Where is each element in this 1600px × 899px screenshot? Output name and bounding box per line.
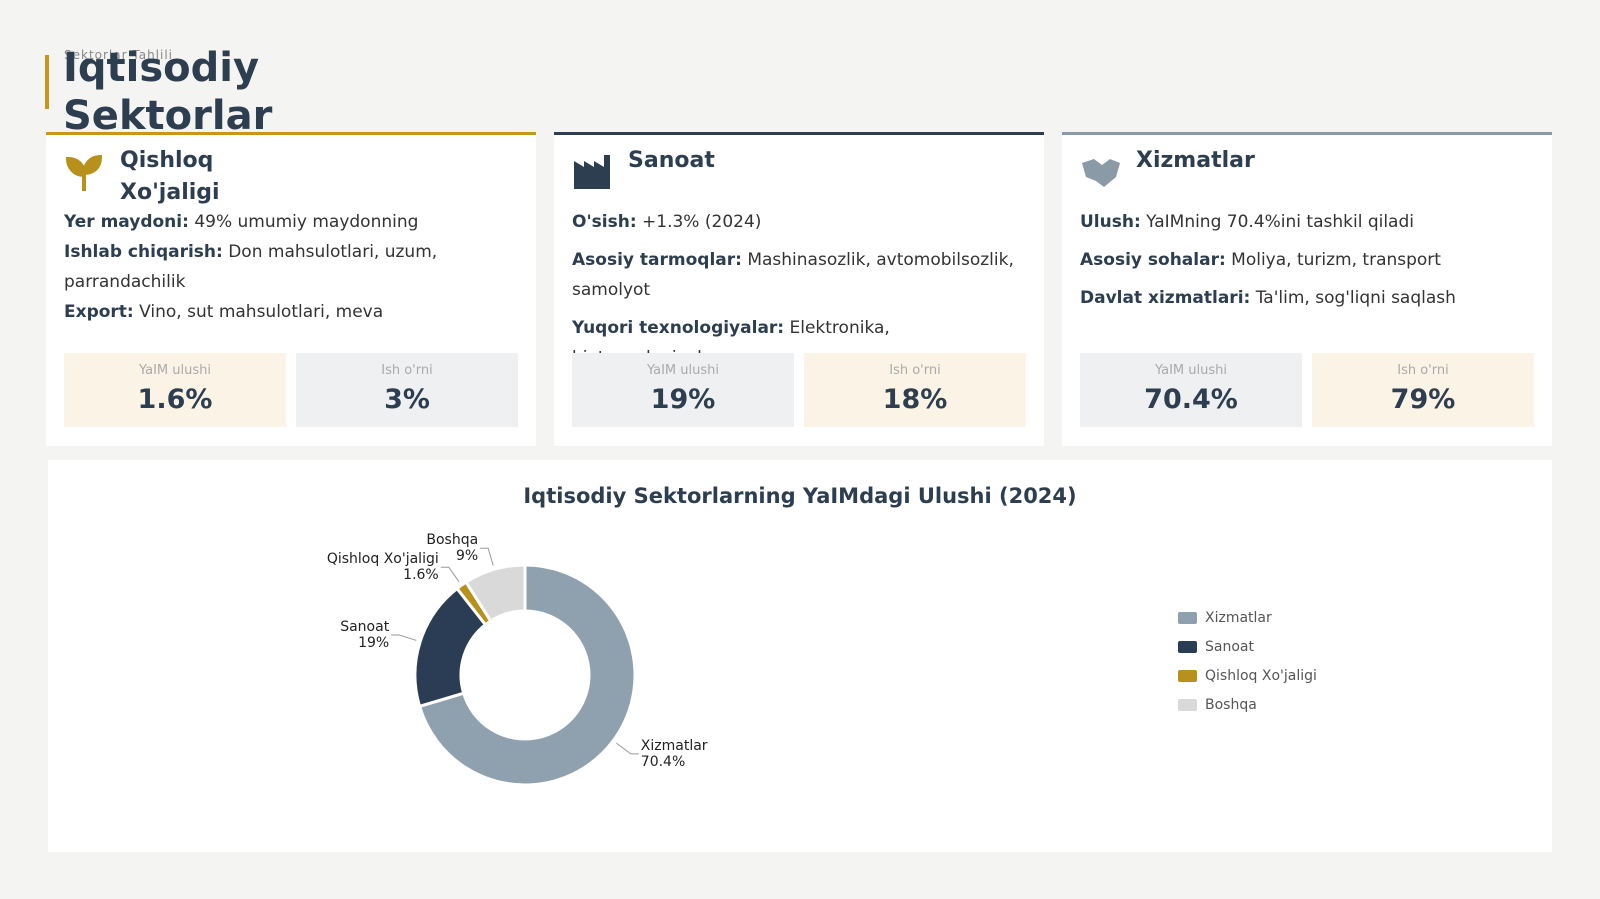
stat-box: Ish o'rni 18%	[804, 353, 1026, 427]
slice-label: Sanoat	[340, 619, 389, 635]
card-lines: O'sish: +1.3% (2024) Asosiy tarmoqlar: Ma…	[572, 207, 1032, 373]
chart-panel: Iqtisodiy Sektorlarning YaIMdagi Ulushi …	[48, 460, 1552, 852]
stat-box: Ish o'rni 79%	[1312, 353, 1534, 427]
legend-swatch	[1178, 641, 1197, 653]
info-label: Export:	[64, 302, 134, 322]
sector-icon	[1080, 151, 1122, 197]
stat-box: YaIM ulushi 1.6%	[64, 353, 286, 427]
info-text: +1.3% (2024)	[642, 212, 762, 232]
stat-label: YaIM ulushi	[138, 363, 211, 378]
info-line: Asosiy sohalar: Moliya, turizm, transpor…	[1080, 245, 1540, 275]
card-lines: Yer maydoni: 49% umumiy maydonning Ishlab…	[64, 207, 524, 327]
info-line: Davlat xizmatlari: Ta'lim, sog'liqni saq…	[1080, 283, 1540, 313]
stat-value: 70.4%	[1144, 384, 1238, 415]
info-label: O'sish:	[572, 212, 637, 232]
card-title: Xizmatlar	[1136, 148, 1255, 173]
sector-card: Sanoat O'sish: +1.3% (2024) Asosiy tarmoql…	[554, 132, 1044, 446]
chart-title: Iqtisodiy Sektorlarning YaIMdagi Ulushi …	[523, 484, 1076, 508]
kicker: Sektorlar Tahlili	[64, 48, 174, 62]
accent-bar	[45, 55, 49, 109]
info-text: YaIMning 70.4%ini tashkil qiladi	[1146, 212, 1414, 232]
card-title: Sanoat	[628, 148, 715, 173]
info-text: Don mahsulotlari, uzum, parrandachilik	[64, 242, 438, 292]
card-title: Qishloq Xo'jaligi	[120, 148, 220, 205]
leader-line	[616, 742, 639, 755]
legend-label: Boshqa	[1205, 697, 1257, 713]
info-label: Yer maydoni:	[64, 212, 189, 232]
info-label: Ulush:	[1080, 212, 1141, 232]
stat-label: Ish o'rni	[381, 363, 433, 378]
sector-card: Xizmatlar Ulush: YaIMning 70.4%ini tashki…	[1062, 132, 1552, 446]
info-label: Asosiy sohalar:	[1080, 250, 1226, 270]
stat-value: 18%	[882, 384, 948, 415]
info-line: O'sish: +1.3% (2024)	[572, 207, 1032, 237]
donut-slice	[417, 563, 637, 787]
legend-label: Sanoat	[1205, 639, 1254, 655]
icon	[574, 155, 610, 189]
stat-label: Ish o'rni	[1397, 363, 1449, 378]
info-line: Ulush: YaIMning 70.4%ini tashkil qiladi	[1080, 207, 1540, 237]
leader-line	[480, 547, 494, 566]
slice-label: Boshqa	[426, 532, 478, 548]
info-line: Export: Vino, sut mahsulotlari, meva	[64, 297, 524, 327]
stat-label: Ish o'rni	[889, 363, 941, 378]
stat-label: YaIM ulushi	[1154, 363, 1227, 378]
chart: Iqtisodiy Sektorlarning YaIMdagi Ulushi …	[327, 484, 1317, 787]
info-text: Ta'lim, sog'liqni saqlash	[1255, 288, 1456, 308]
info-text: Mashinasozlik, avtomobilsozlik, samolyot	[572, 250, 1014, 300]
stat-box: Ish o'rni 3%	[296, 353, 518, 427]
stat-value: 19%	[650, 384, 716, 415]
icon	[65, 154, 103, 191]
legend-swatch	[1178, 670, 1197, 682]
sector-icon	[572, 151, 614, 197]
legend-swatch	[1178, 612, 1197, 624]
legend-swatch	[1178, 699, 1197, 711]
card-lines: Ulush: YaIMning 70.4%ini tashkil qiladi A…	[1080, 207, 1540, 313]
leader-line	[391, 634, 417, 641]
donut-slice	[463, 563, 527, 624]
slice-label: Xizmatlar	[641, 738, 708, 754]
page-title: Iqtisodiy Sektorlar	[63, 45, 273, 139]
stat-value: 3%	[384, 384, 430, 415]
info-text: Moliya, turizm, transport	[1231, 250, 1441, 270]
leader-line	[440, 566, 460, 583]
slice-value: 9%	[456, 548, 478, 564]
info-line: Ishlab chiqarish: Don mahsulotlari, uzum…	[64, 237, 524, 297]
info-line: Yer maydoni: 49% umumiy maydonning	[64, 207, 524, 237]
info-label: Yuqori texnologiyalar:	[572, 318, 785, 338]
stat-label: YaIM ulushi	[646, 363, 719, 378]
stat-box: YaIM ulushi 19%	[572, 353, 794, 427]
slice-value: 19%	[358, 635, 389, 651]
info-label: Ishlab chiqarish:	[64, 242, 223, 262]
info-line: Asosiy tarmoqlar: Mashinasozlik, avtomob…	[572, 245, 1032, 305]
stat-value: 79%	[1390, 384, 1456, 415]
slice-label: Qishloq Xo'jaligi	[327, 551, 439, 567]
sector-card: Qishloq Xo'jaligi Yer maydoni: 49% umumiy…	[46, 132, 536, 446]
legend-label: Qishloq Xo'jaligi	[1205, 668, 1317, 684]
stat-value: 1.6%	[137, 384, 213, 415]
stat-box: YaIM ulushi 70.4%	[1080, 353, 1302, 427]
slice-value: 1.6%	[403, 567, 439, 583]
icon	[1082, 159, 1120, 187]
info-text: 49% umumiy maydonning	[194, 212, 419, 232]
legend-label: Xizmatlar	[1205, 610, 1272, 626]
slice-value: 70.4%	[641, 754, 685, 770]
info-label: Asosiy tarmoqlar:	[572, 250, 742, 270]
sector-icon	[64, 151, 106, 197]
info-text: Vino, sut mahsulotlari, meva	[139, 302, 384, 322]
info-label: Davlat xizmatlari:	[1080, 288, 1251, 308]
